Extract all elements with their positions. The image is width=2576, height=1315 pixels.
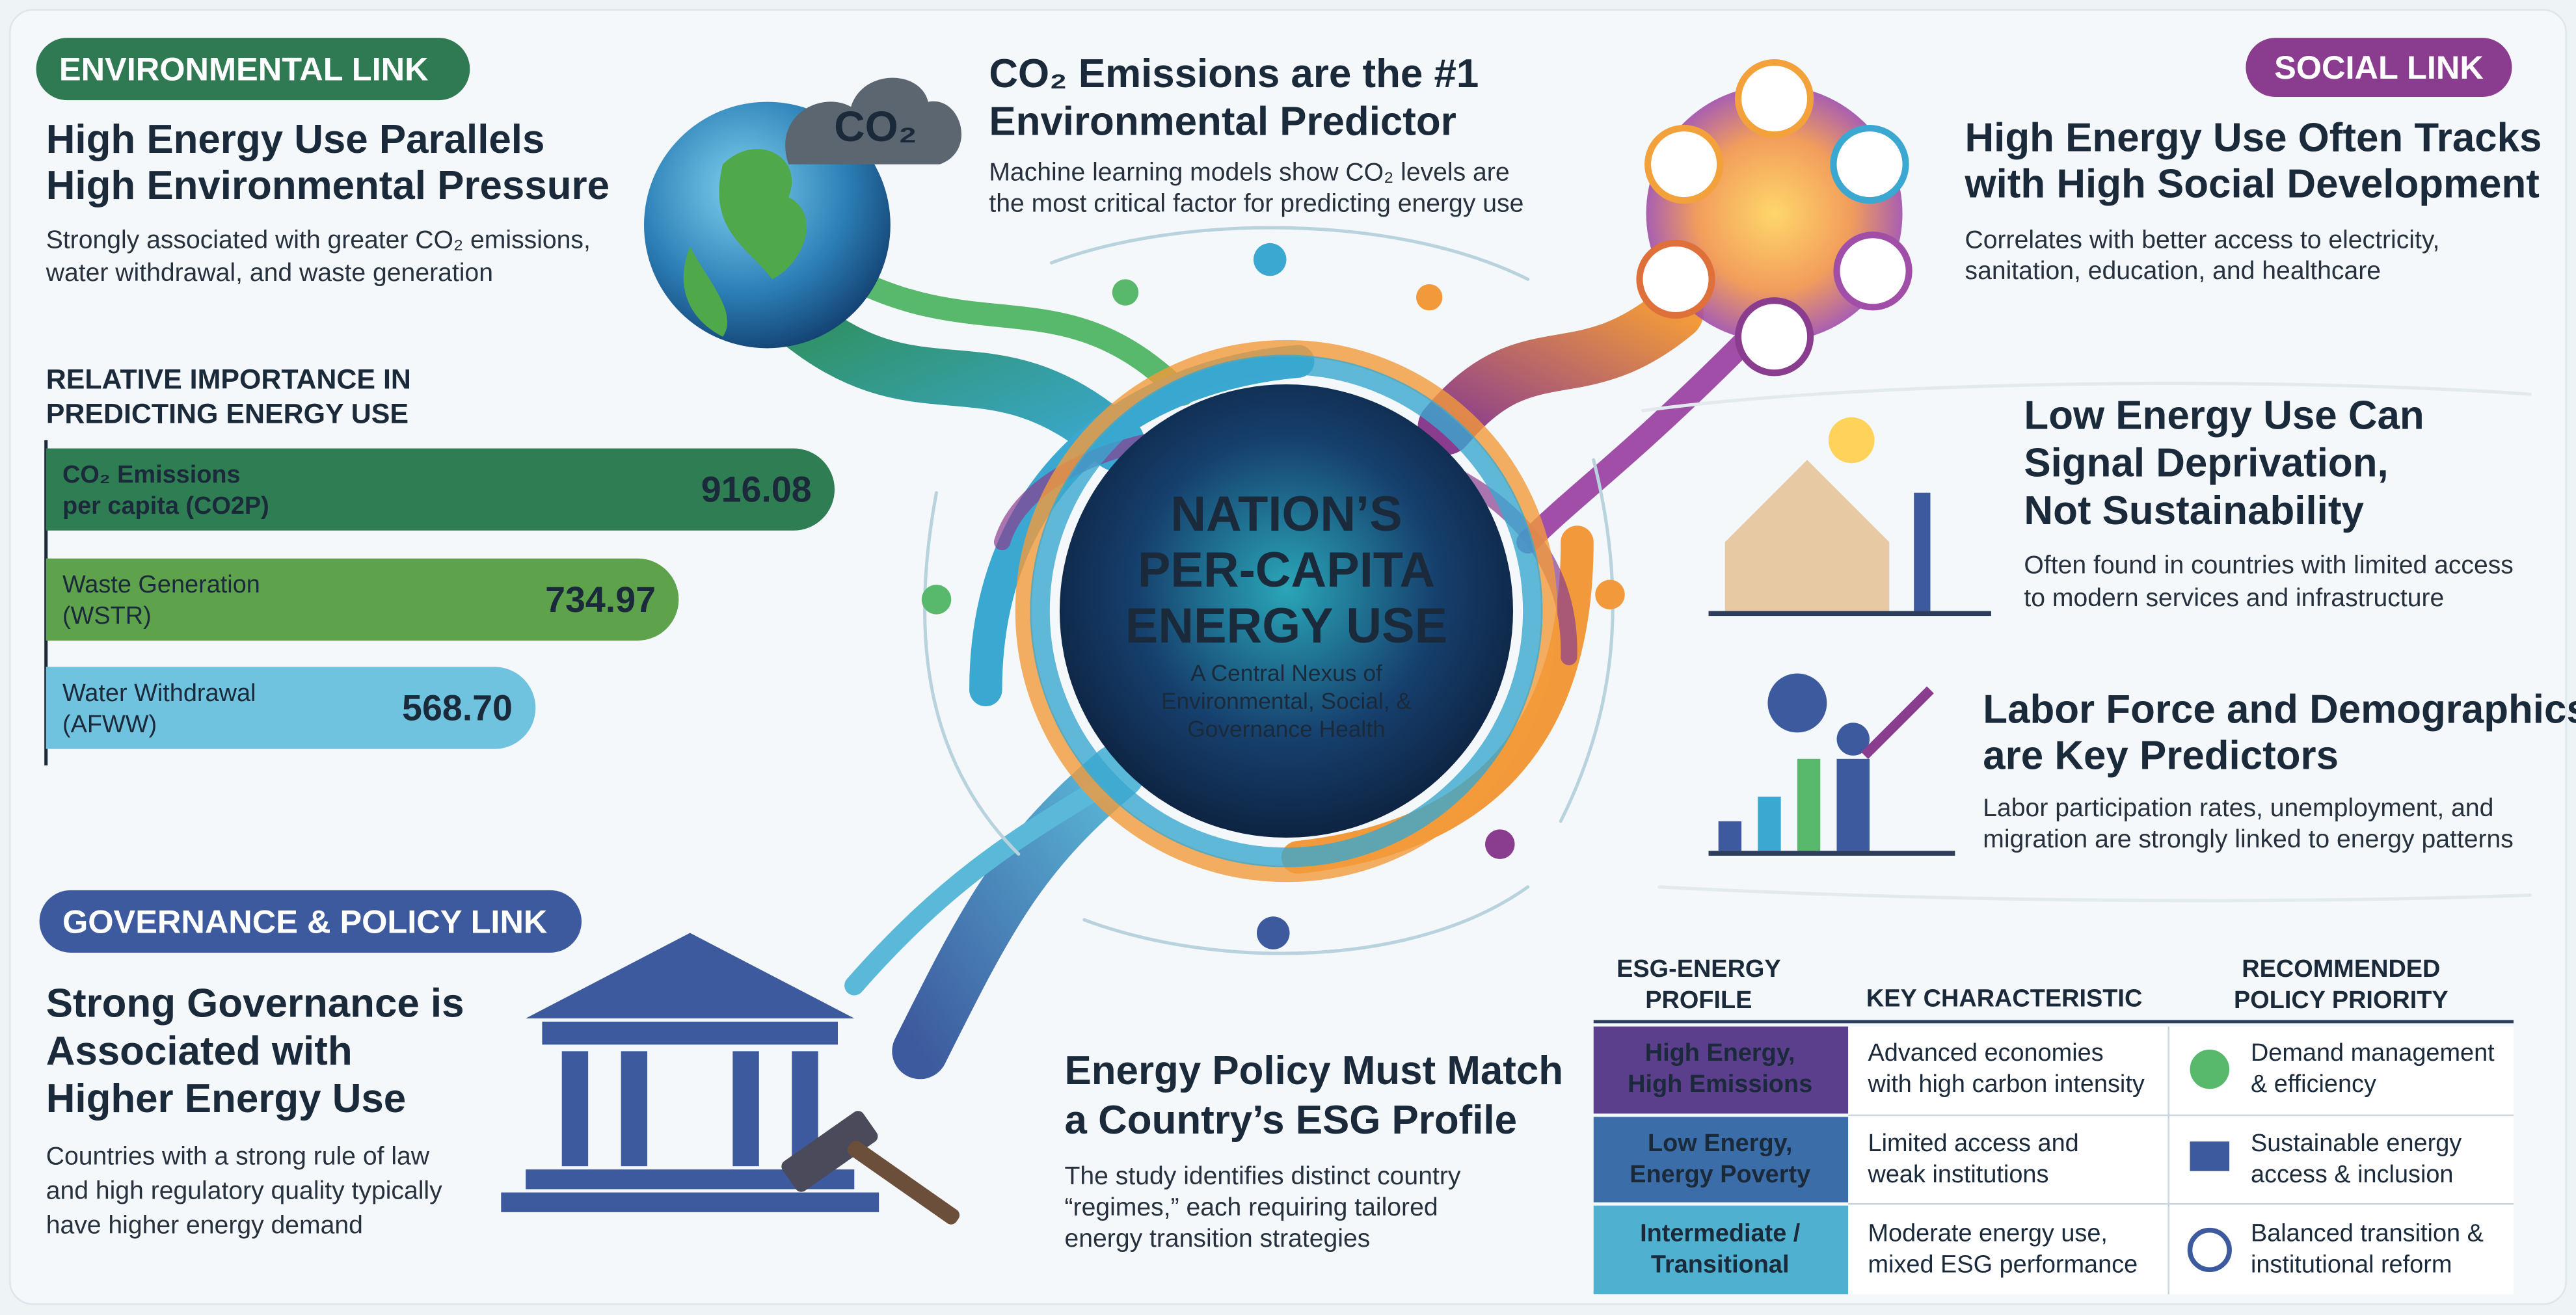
- table-rows-line: Advanced economies: [1868, 1039, 2104, 1067]
- center-subtitle-line: Environmental, Social, &: [1161, 689, 1412, 714]
- social-badge: SOCIAL LINK: [2274, 49, 2484, 86]
- labor-text-line: Labor participation rates, unemployment,…: [1983, 794, 2493, 822]
- governance-heading-line: Strong Governance is: [46, 981, 464, 1026]
- social-heading-line: with High Social Development: [1965, 161, 2540, 206]
- environmental-heading-line: High Environmental Pressure: [46, 163, 610, 208]
- labor-illustration: [1708, 673, 1955, 856]
- chart-data-categories-line: per capita (CO2P): [62, 492, 269, 520]
- table-rows-line: Intermediate /: [1640, 1220, 1801, 1247]
- policy-text-line: “regimes,” each requiring tailored: [1065, 1193, 1438, 1221]
- low-energy-heading-line: Low Energy Use Can: [2024, 393, 2424, 438]
- chart-data-value-labels: 916.08: [701, 470, 812, 510]
- globe-label: CO₂: [834, 103, 917, 150]
- social-text-line: sanitation, education, and healthcare: [1965, 257, 2381, 285]
- chart-data-title-line: RELATIVE IMPORTANCE IN: [46, 364, 411, 395]
- table-rows-line: weak institutions: [1868, 1161, 2049, 1188]
- low-energy-heading-line: Signal Deprivation,: [2024, 441, 2388, 486]
- ring: [1015, 339, 1558, 883]
- center-title-line: ENERGY USE: [1125, 598, 1447, 654]
- table-rows-line: mixed ESG performance: [1868, 1251, 2138, 1279]
- table-rows-line: Moderate energy use,: [1868, 1220, 2108, 1247]
- chart-data-categories-line: Water Withdrawal: [62, 680, 256, 707]
- governance-badge: GOVERNANCE & POLICY LINK: [62, 903, 547, 940]
- policy-heading-line: a Country’s ESG Profile: [1065, 1098, 1518, 1143]
- ring: [1030, 354, 1543, 868]
- center-title-line: PER-CAPITA: [1138, 542, 1435, 598]
- low-energy-heading-line: Not Sustainability: [2024, 488, 2364, 533]
- governance-text-line: Countries with a strong rule of law: [46, 1142, 430, 1170]
- chart-data-value-labels: 568.70: [402, 688, 513, 728]
- table-rows-line: High Emissions: [1628, 1070, 1812, 1098]
- co2-predictor-heading-line: CO₂ Emissions are the #1: [989, 51, 1479, 96]
- continents: [683, 149, 807, 337]
- environmental-badge-bg: [36, 38, 470, 101]
- low-energy-text-line: Often found in countries with limited ac…: [2024, 551, 2513, 579]
- co2-predictor-heading-line: Environmental Predictor: [989, 99, 1456, 144]
- chart-data-categories-line: CO₂ Emissions: [62, 461, 241, 488]
- bar: [46, 448, 835, 531]
- environmental-text-line: water withdrawal, and waste generation: [46, 259, 493, 287]
- table-headers-line: RECOMMENDED: [2242, 955, 2440, 983]
- table-rows-line: Demand management: [2251, 1039, 2495, 1067]
- table-rows-line: institutional reform: [2251, 1251, 2452, 1279]
- social-badge-bg: [2246, 38, 2512, 98]
- co2-predictor-text-line: the most critical factor for predicting …: [989, 190, 1523, 218]
- table-rows-line: Limited access and: [1868, 1130, 2079, 1157]
- social-icons: [1636, 59, 1912, 377]
- table-rows-line: with high carbon intensity: [1868, 1070, 2145, 1098]
- labor-heading-line: Labor Force and Demographics: [1983, 687, 2576, 732]
- co2-predictor-text-line: Machine learning models show CO₂ levels …: [989, 159, 1509, 187]
- table-rows-line: access & inclusion: [2251, 1161, 2454, 1188]
- policy-heading-line: Energy Policy Must Match: [1065, 1048, 1564, 1093]
- co2-cloud: [785, 77, 962, 165]
- governance-heading-line: Associated with: [46, 1029, 353, 1074]
- center-title-line: NATION’S: [1170, 486, 1402, 542]
- table-rows-line: High Energy,: [1645, 1039, 1795, 1067]
- governance-text-line: and high regulatory quality typically: [46, 1177, 442, 1205]
- labor-text-line: migration are strongly linked to energy …: [1983, 825, 2514, 853]
- chart-data-categories-line: (AFWW): [62, 711, 157, 738]
- environmental-heading-line: High Energy Use Parallels: [46, 117, 545, 162]
- center-subtitle-line: Governance Health: [1187, 717, 1386, 742]
- table-frame: [1593, 1020, 2514, 1295]
- governance-text-line: have higher energy demand: [46, 1212, 363, 1240]
- chart-data-title-line: PREDICTING ENERGY USE: [46, 398, 409, 429]
- social-text-line: Correlates with better access to electri…: [1965, 226, 2440, 254]
- core: [1059, 384, 1513, 838]
- table-rows-line: Energy Poverty: [1630, 1161, 1810, 1188]
- governance-building: [501, 933, 960, 1225]
- chart-data-value-labels: 734.97: [545, 579, 656, 620]
- low-energy-text-line: to modern services and infrastructure: [2024, 584, 2444, 612]
- center-subtitle-line: A Central Nexus of: [1190, 661, 1382, 686]
- chart-data-categories-line: (WSTR): [62, 602, 152, 630]
- governance-badge-bg: [39, 890, 582, 953]
- governance-heading-line: Higher Energy Use: [46, 1076, 406, 1121]
- bar: [46, 558, 679, 641]
- table-headers-line: KEY CHARACTERISTIC: [1866, 985, 2142, 1013]
- policy-text-line: energy transition strategies: [1065, 1225, 1371, 1253]
- policy-text-line: The study identifies distinct country: [1065, 1162, 1461, 1190]
- table-headers-line: PROFILE: [1645, 987, 1752, 1014]
- bar: [46, 667, 536, 749]
- table-rows-line: & efficiency: [2251, 1070, 2376, 1098]
- chart-data-categories-line: Waste Generation: [62, 571, 260, 598]
- orbit-dots: [921, 243, 1625, 950]
- table-rows-line: Transitional: [1651, 1251, 1790, 1279]
- table-rows-line: Balanced transition &: [2251, 1220, 2484, 1247]
- environmental-badge: ENVIRONMENTAL LINK: [59, 51, 429, 88]
- social-heading-line: High Energy Use Often Tracks: [1965, 116, 2542, 161]
- environmental-text-line: Strongly associated with greater CO₂ emi…: [46, 226, 591, 254]
- table-headers-line: POLICY PRIORITY: [2234, 987, 2449, 1014]
- table-rows-line: Sustainable energy: [2251, 1130, 2462, 1157]
- table-headers-line: ESG-ENERGY: [1617, 955, 1781, 983]
- deprivation-illustration: [1708, 417, 1991, 617]
- table-rows-line: Low Energy,: [1648, 1130, 1792, 1157]
- labor-heading-line: are Key Predictors: [1983, 733, 2339, 778]
